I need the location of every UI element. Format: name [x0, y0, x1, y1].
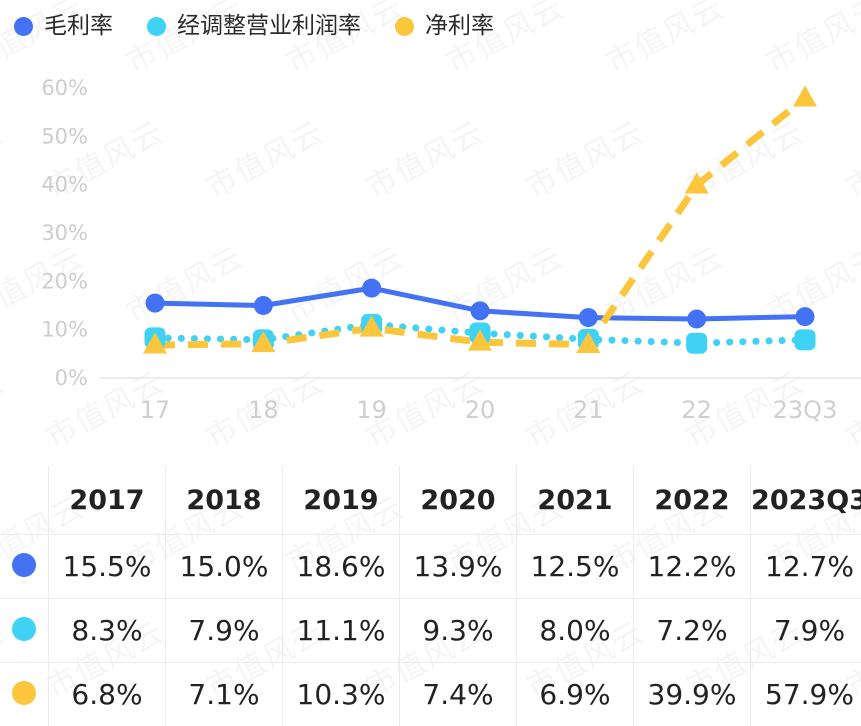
x-axis-tick-label: 18: [248, 396, 279, 424]
table-row: 8.3%7.9%11.1%9.3%8.0%7.2%7.9%: [0, 599, 861, 663]
table-cell: 10.3%: [283, 663, 400, 726]
data-point-marker-triangle[interactable]: [793, 86, 817, 107]
table-cell: 7.9%: [166, 599, 283, 663]
data-point-marker-circle[interactable]: [796, 307, 815, 326]
table-cell: 8.0%: [517, 599, 634, 663]
table-column-header: 2023Q3: [751, 466, 861, 535]
table-cell: 39.9%: [634, 663, 751, 726]
table-cell: 57.9%: [751, 663, 861, 726]
table-cell: 7.2%: [634, 599, 751, 663]
data-point-marker-circle[interactable]: [687, 310, 706, 329]
data-point-marker-square[interactable]: [795, 329, 816, 350]
table-column-header: 2021: [517, 466, 634, 535]
data-point-marker-circle[interactable]: [579, 308, 598, 327]
chart-svg: 0% 10% 20% 30% 40% 50% 60% 17 18 19 20 21 22 23Q3: [0, 52, 861, 444]
data-point-marker-square[interactable]: [686, 333, 707, 354]
legend-item-3[interactable]: 净利率: [395, 15, 494, 38]
table-column-header: 2020: [400, 466, 517, 535]
x-axis-tick-label: 21: [573, 396, 604, 424]
table-cell: 8.3%: [49, 599, 166, 663]
table-cell: 9.3%: [400, 599, 517, 663]
table-cell: 11.1%: [283, 599, 400, 663]
series-color-dot-icon: [12, 553, 36, 577]
table-cell: 7.4%: [400, 663, 517, 726]
x-axis-tick-label: 23Q3: [773, 396, 838, 424]
x-axis-tick-label: 19: [356, 396, 387, 424]
x-axis-tick-label: 20: [465, 396, 496, 424]
legend-item-1[interactable]: 毛利率: [14, 15, 113, 38]
table-row: 6.8%7.1%10.3%7.4%6.9%39.9%57.9%: [0, 663, 861, 726]
x-axis-tick-label: 17: [140, 396, 171, 424]
table-cell: 7.1%: [166, 663, 283, 726]
chart-legend: 毛利率 经调整营业利润率 净利率: [0, 0, 861, 52]
x-axis-tick-label: 22: [681, 396, 712, 424]
y-axis-tick-label: 60%: [41, 76, 88, 100]
legend-item-2[interactable]: 经调整营业利润率: [147, 15, 361, 38]
table-cell: 13.9%: [400, 535, 517, 599]
y-axis-tick-label: 50%: [41, 124, 88, 148]
table-cell: 12.7%: [751, 535, 861, 599]
y-axis-tick-label: 20%: [41, 269, 88, 293]
legend-item-label: 毛利率: [44, 15, 113, 38]
y-axis-tick-label: 30%: [41, 221, 88, 245]
line-chart: 0% 10% 20% 30% 40% 50% 60% 17 18 19 20 21 22 23Q3: [0, 52, 861, 444]
table-cell: 15.0%: [166, 535, 283, 599]
table-row-series-marker: [0, 535, 49, 599]
table-cell: 6.8%: [49, 663, 166, 726]
table-cell: 12.5%: [517, 535, 634, 599]
y-axis-tick-label: 40%: [41, 173, 88, 197]
data-point-marker-circle[interactable]: [471, 301, 490, 320]
legend-item-label: 净利率: [425, 15, 494, 38]
table-cell: 18.6%: [283, 535, 400, 599]
table-cell: 7.9%: [751, 599, 861, 663]
table-body: 15.5%15.0%18.6%13.9%12.5%12.2%12.7%8.3%7…: [0, 535, 861, 726]
table-column-header: 2017: [49, 466, 166, 535]
y-axis-tick-label: 0%: [55, 366, 88, 390]
series-color-dot-icon: [12, 617, 36, 641]
data-point-marker-circle[interactable]: [254, 296, 273, 315]
table-row-series-marker: [0, 663, 49, 726]
table-column-header: 2022: [634, 466, 751, 535]
y-axis-tick-label: 10%: [41, 318, 88, 342]
table-column-header: 2018: [166, 466, 283, 535]
legend-rounded-square-icon: [147, 17, 166, 36]
table-cell: 12.2%: [634, 535, 751, 599]
table-column-header: 2019: [283, 466, 400, 535]
table-cell: 6.9%: [517, 663, 634, 726]
data-point-marker-circle[interactable]: [146, 294, 165, 313]
legend-circle-icon: [14, 17, 33, 36]
series-color-dot-icon: [12, 681, 36, 705]
table-header-marker: [0, 466, 49, 535]
data-point-marker-circle[interactable]: [362, 279, 381, 298]
legend-triangle-icon: [395, 17, 414, 36]
table-row-series-marker: [0, 599, 49, 663]
legend-item-label: 经调整营业利润率: [177, 15, 361, 38]
table-cell: 15.5%: [49, 535, 166, 599]
table-row: 15.5%15.0%18.6%13.9%12.5%12.2%12.7%: [0, 535, 861, 599]
